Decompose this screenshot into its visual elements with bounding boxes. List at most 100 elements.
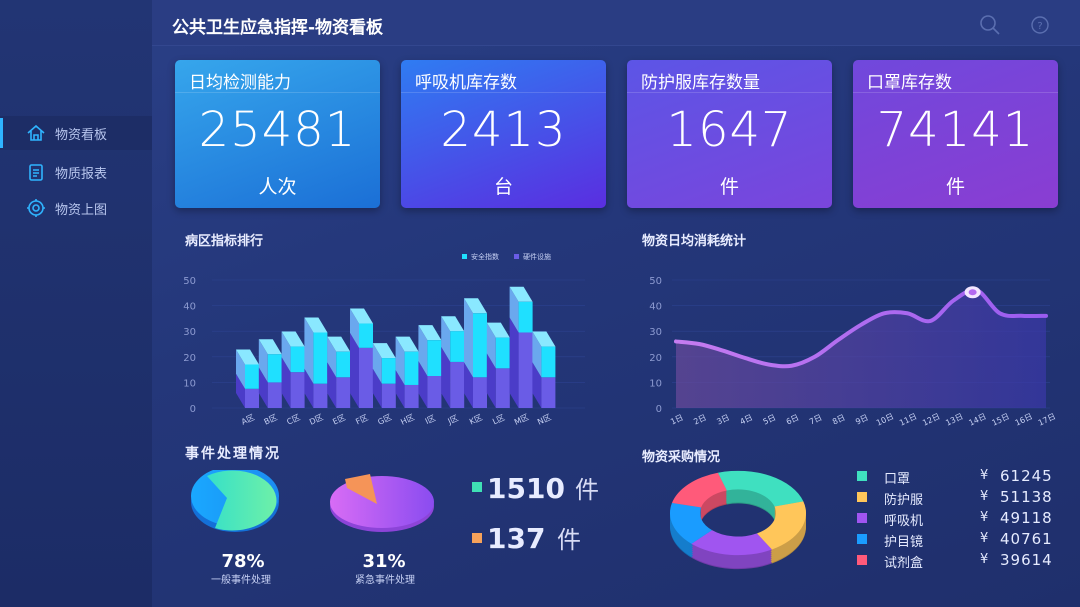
sidebar-item-dashboard[interactable]: 物资看板 <box>0 116 152 150</box>
y-tick-label: 50 <box>183 276 196 287</box>
bar-硬件设施 <box>541 377 556 408</box>
bar-side-硬件设施 <box>441 346 451 408</box>
sidebar-item-map[interactable]: 物资上图 <box>0 191 152 225</box>
bar-安全指数 <box>245 364 259 389</box>
bar-side-硬件设施 <box>532 362 542 408</box>
bar-top <box>441 316 465 332</box>
currency-symbol: ¥ <box>980 489 989 504</box>
bar-安全指数 <box>336 351 351 378</box>
bar-side-安全指数 <box>418 325 428 376</box>
donut-segment-试剂盒 <box>671 472 727 508</box>
x-tick-label: F区 <box>354 413 369 426</box>
help-icon[interactable]: ? <box>1029 14 1051 36</box>
donut-segment-呼吸机 <box>691 530 772 556</box>
bar-side-硬件设施 <box>236 373 245 408</box>
card-label: 呼吸机库存数 <box>415 73 517 93</box>
legend-swatch <box>857 471 867 481</box>
count-marker <box>472 482 482 492</box>
bar-硬件设施 <box>359 347 373 408</box>
legend-item-name: 口罩 <box>884 472 911 487</box>
legend-item-amount: 39614 <box>1000 551 1053 569</box>
x-tick-label: 3日 <box>715 413 731 427</box>
bar-side-安全指数 <box>441 316 451 362</box>
bar-top <box>327 336 351 352</box>
bar-stack <box>258 339 282 408</box>
bar-硬件设施 <box>267 382 282 408</box>
purchase-donut-chart <box>670 470 806 570</box>
line-chart-title: 物资日均消耗统计 <box>642 234 747 249</box>
y-tick-label: 0 <box>656 404 662 415</box>
count-value: 1510 <box>487 472 565 505</box>
card-detection-capacity: 日均检测能力 25481 人次 <box>175 60 380 208</box>
svg-text:?: ? <box>1037 21 1042 32</box>
bar-stack <box>350 308 373 408</box>
y-tick-label: 0 <box>190 404 196 415</box>
bar-stack <box>464 298 487 408</box>
x-tick-label: B区 <box>263 413 279 427</box>
y-tick-label: 50 <box>649 276 662 287</box>
card-label: 防护服库存数量 <box>641 73 760 93</box>
events-title: 事件处理情况 <box>185 446 281 462</box>
x-tick-label: L区 <box>491 413 506 426</box>
card-unit: 件 <box>945 176 965 198</box>
bar-side-安全指数 <box>258 339 268 383</box>
bar-side-安全指数 <box>509 286 519 333</box>
legend-item-amount: 40761 <box>1000 530 1053 548</box>
legend-item-name: 呼吸机 <box>884 514 924 529</box>
bar-stack <box>441 316 465 408</box>
card-unit: 件 <box>719 176 739 198</box>
bar-top <box>236 349 259 365</box>
legend-item-amount: 61245 <box>1000 467 1053 485</box>
bar-side-硬件设施 <box>486 353 496 408</box>
x-tick-label: 13日 <box>944 412 964 428</box>
bar-top <box>258 339 282 355</box>
bar-side-安全指数 <box>486 322 496 369</box>
donut-segment-护目镜 <box>670 502 712 544</box>
y-tick-label: 30 <box>183 327 196 338</box>
pie-label: 紧急事件处理 <box>355 573 415 586</box>
bar-安全指数 <box>427 340 442 376</box>
bar-stack <box>281 331 305 408</box>
legend-item-name: 护目镜 <box>884 535 924 550</box>
x-tick-label: 8日 <box>831 413 847 427</box>
bar-安全指数 <box>541 346 556 378</box>
bar-side-安全指数 <box>395 336 405 385</box>
bar-硬件设施 <box>518 332 533 408</box>
pie-percent: 78% <box>221 551 264 572</box>
x-tick-label: D区 <box>308 413 325 427</box>
bar-top <box>372 343 396 359</box>
sidebar-item-report[interactable]: 物质报表 <box>0 155 152 189</box>
legend-item-amount: 51138 <box>1000 488 1053 506</box>
bar-硬件设施 <box>450 361 465 408</box>
bar-stack <box>304 317 328 408</box>
x-tick-label: M区 <box>513 413 530 427</box>
x-tick-label: 14日 <box>967 412 987 428</box>
x-tick-label: 1日 <box>669 413 685 427</box>
bar-硬件设施 <box>313 383 328 408</box>
bar-硬件设施 <box>495 368 510 408</box>
sidebar-item-label: 物资看板 <box>55 127 108 143</box>
bar-side-安全指数 <box>236 349 245 389</box>
legend-item-name: 试剂盒 <box>884 556 924 571</box>
bar-stack <box>509 286 533 408</box>
pie-label: 一般事件处理 <box>211 573 271 586</box>
main-area: 公共卫生应急指挥-物资看板 ? 日均检测能力 25481 人次 呼吸机库存数 2… <box>152 0 1080 607</box>
pie-general-events <box>191 470 279 532</box>
bar-side-硬件设施 <box>395 369 405 408</box>
legend-label: 硬件设施 <box>523 252 551 261</box>
bar-side-硬件设施 <box>258 367 268 408</box>
x-tick-label: 15日 <box>991 412 1011 428</box>
x-tick-label: K区 <box>468 413 484 427</box>
card-value: 2413 <box>440 102 567 158</box>
bar-stack <box>327 336 351 408</box>
x-tick-label: 4日 <box>738 413 754 427</box>
bar-硬件设施 <box>336 377 351 408</box>
pie-percent: 31% <box>362 551 405 572</box>
bar-安全指数 <box>473 313 487 378</box>
search-icon[interactable] <box>979 14 1001 36</box>
purchase-title: 物资采购情况 <box>642 450 721 465</box>
bar-安全指数 <box>359 323 373 348</box>
x-tick-label: I区 <box>424 413 437 426</box>
card-label: 日均检测能力 <box>189 73 291 93</box>
x-tick-label: N区 <box>536 413 552 427</box>
